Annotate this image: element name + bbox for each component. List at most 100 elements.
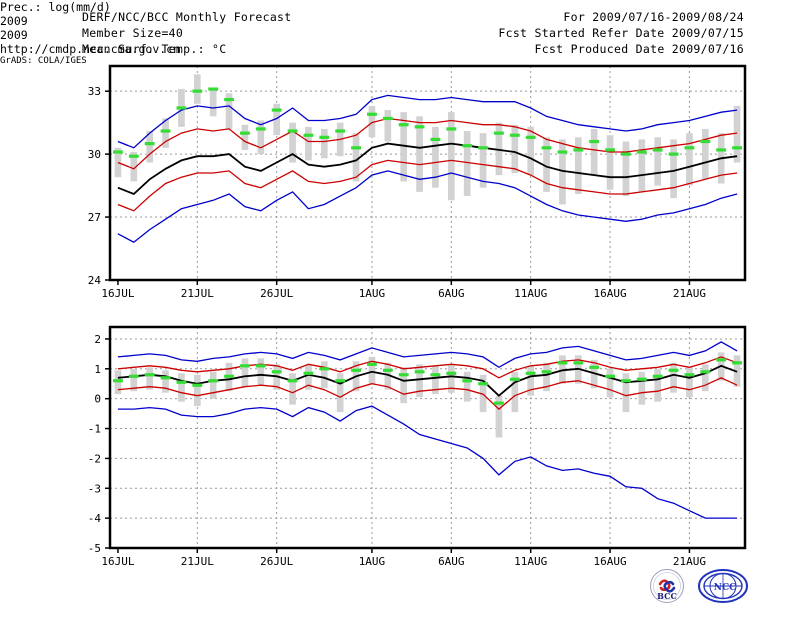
ncc-logo: NCC	[698, 569, 748, 603]
y-tick-label: 2	[94, 333, 101, 346]
spread-bar	[289, 373, 296, 405]
y-tick-label: -4	[88, 512, 102, 525]
series-line	[117, 356, 738, 379]
spread-bar	[654, 137, 662, 186]
series-line	[117, 159, 738, 212]
spread-bar	[574, 137, 582, 194]
spread-bar	[654, 368, 662, 402]
temperature-panel: 24 27 30 33 16JUL 21JUL 26JUL 1AUG 6AUG 11AUG 16AU…	[88, 64, 747, 300]
spread-bar	[400, 112, 408, 182]
spread-bar	[289, 122, 296, 163]
x-tick-label: 16JUL	[101, 555, 134, 568]
spread-bar	[257, 120, 265, 155]
x-tick-label: 26JUL	[260, 555, 293, 568]
y-tick-label: 24	[88, 274, 102, 287]
spread-bar	[320, 361, 328, 389]
spread-bar	[336, 373, 344, 413]
spread-bar	[733, 105, 741, 163]
spread-bar	[638, 371, 646, 405]
y-tick-label: 27	[88, 211, 101, 224]
y-tick-label: -5	[88, 542, 101, 555]
spread-bar	[416, 364, 423, 398]
x-tick-label: 11AUG	[514, 287, 547, 300]
bcc-logo: BCC	[650, 569, 684, 603]
spread-bar	[305, 126, 312, 161]
precipitation-variable-label: Prec.: log(mm/d)	[0, 0, 111, 14]
series-line	[117, 341, 738, 369]
spread-bar	[146, 131, 154, 163]
spread-bar	[257, 358, 265, 386]
spread-bar	[495, 395, 503, 438]
spread-bar	[130, 368, 138, 392]
source-url[interactable]: http://cmdp.ncc.cma.gov.cn	[0, 42, 181, 56]
precipitation-frame	[108, 325, 747, 550]
x-tick-label: 6AUG	[438, 287, 465, 300]
x-tick-label: 16AUG	[594, 555, 627, 568]
spread-bar	[622, 373, 630, 413]
spread-bar	[479, 133, 487, 188]
page-title: DERF/NCC/BCC Monthly Forecast	[82, 10, 292, 24]
x-tick-label: 21JUL	[181, 287, 214, 300]
spread-bar	[241, 124, 249, 150]
spread-bar	[559, 139, 566, 205]
svg-text:BCC: BCC	[657, 591, 677, 601]
spread-bar	[320, 128, 328, 159]
spread-bar	[622, 141, 630, 197]
spread-bar	[352, 133, 360, 182]
year-label-top: 2009	[0, 14, 28, 28]
agency-logos: BCC NCC	[645, 568, 757, 608]
spread-bar	[511, 124, 519, 173]
spread-bar	[670, 139, 677, 199]
spread-bar	[447, 112, 455, 201]
forecast-started-label: Fcst Started Refer Date 2009/07/15	[498, 26, 744, 40]
spread-bar	[432, 365, 439, 395]
x-tick-label: 21JUL	[181, 555, 214, 568]
spread-bar	[384, 110, 392, 142]
spread-bar	[130, 152, 138, 182]
x-tick-label: 21AUG	[673, 555, 706, 568]
member-size-label: Member Size=40	[82, 26, 184, 40]
spread-bar	[701, 364, 709, 392]
y-tick-label: 30	[88, 148, 101, 161]
spread-bar	[606, 368, 614, 398]
spread-bar	[305, 364, 312, 390]
y-tick-label: -1	[88, 423, 101, 436]
svg-text:NCC: NCC	[714, 583, 737, 593]
spread-bar	[590, 128, 598, 176]
y-tick-label: 0	[94, 393, 101, 406]
y-tick-label: 1	[94, 363, 101, 376]
spread-bar	[463, 131, 471, 197]
spread-bar	[162, 118, 169, 148]
spread-bar	[193, 374, 201, 407]
spread-bar	[384, 362, 392, 390]
spread-bar	[273, 103, 281, 136]
spread-bar	[495, 122, 503, 176]
x-tick-label: 16AUG	[594, 287, 627, 300]
x-tick-label: 6AUG	[438, 555, 465, 568]
precipitation-plot-area	[110, 327, 745, 548]
spread-bar	[543, 137, 550, 192]
spread-bar	[638, 139, 646, 192]
spread-bar	[193, 74, 201, 104]
series-line	[117, 142, 738, 196]
x-tick-label: 21AUG	[673, 287, 706, 300]
spread-bar	[511, 371, 519, 413]
x-tick-label: 26JUL	[260, 287, 293, 300]
spread-bar	[368, 105, 376, 138]
spread-bar	[162, 370, 169, 393]
year-label-bottom: 2009	[0, 28, 28, 42]
series-line	[117, 405, 738, 519]
spread-bar	[416, 116, 423, 192]
spread-bar	[225, 93, 233, 129]
spread-bar	[606, 135, 614, 190]
spread-bar	[686, 133, 693, 186]
series-line	[117, 94, 738, 149]
temperature-frame	[108, 64, 747, 282]
spread-bar	[400, 367, 408, 404]
spread-bar	[463, 371, 471, 402]
forecast-range-label: For 2009/07/16-2009/08/24	[563, 10, 744, 24]
y-tick-label: 33	[88, 85, 101, 98]
series-line	[117, 364, 738, 397]
